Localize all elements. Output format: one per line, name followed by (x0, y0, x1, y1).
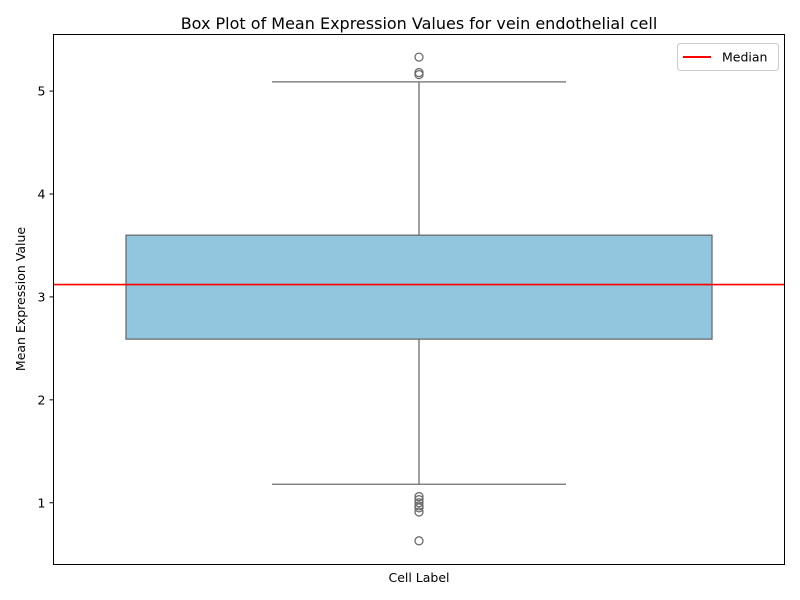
outlier-point (414, 498, 424, 508)
outlier-point (414, 491, 424, 502)
y-axis-label: Mean Expression Value (13, 227, 28, 371)
legend-label-median: Median (722, 50, 767, 65)
y-tick-label: 1 (38, 495, 46, 510)
legend: Median (677, 43, 779, 71)
outlier-point (414, 536, 424, 546)
y-tick-label: 4 (38, 187, 46, 202)
legend-frame (677, 43, 779, 71)
y-tick-label: 3 (38, 289, 46, 304)
y-tick-label: 2 (38, 392, 46, 407)
y-axis-ticks: 1 2 3 4 5 (38, 84, 54, 510)
plot-area (53, 52, 785, 546)
outlier-point (414, 69, 424, 80)
x-axis-label: Cell Label (388, 570, 449, 585)
plot-frame (53, 34, 785, 565)
chart-title: Box Plot of Mean Expression Values for v… (181, 14, 658, 33)
iqr-box (125, 234, 713, 340)
outlier-point (414, 507, 424, 517)
outlier-point (414, 52, 424, 62)
y-tick-label: 5 (38, 84, 46, 99)
outlier-point (414, 503, 424, 513)
